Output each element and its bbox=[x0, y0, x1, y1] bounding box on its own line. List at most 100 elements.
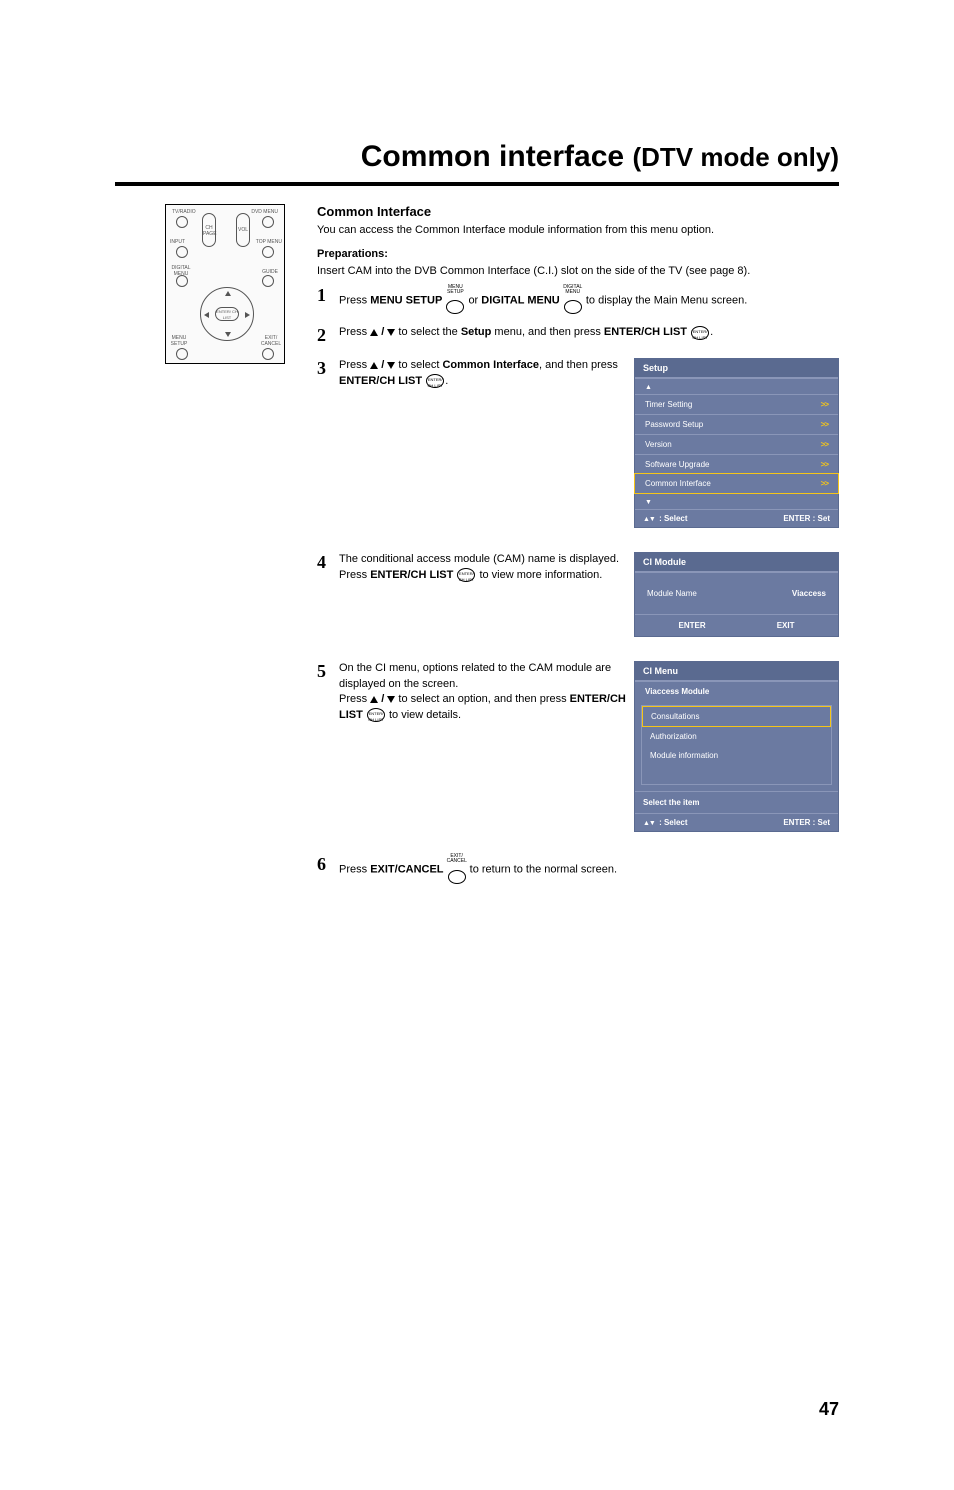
btn-topmenu bbox=[262, 246, 274, 258]
lbl-topmenu: TOP MENU bbox=[256, 239, 282, 245]
content: TV/RADIO DVD MENU CH PAGE VOL INPUT TOP … bbox=[165, 204, 839, 885]
t: to select bbox=[395, 359, 442, 371]
osd-item: Module information bbox=[642, 746, 831, 765]
t: Press bbox=[339, 693, 370, 705]
osd-setup: Setup ▲ Timer Setting>> Password Setup>>… bbox=[634, 358, 839, 528]
t: Common Interface bbox=[442, 359, 539, 371]
exit-cancel-icon: EXIT/ CANCEL bbox=[447, 854, 467, 885]
t: to select the bbox=[395, 326, 460, 338]
step-5: 5 On the CI menu, options related to the… bbox=[317, 661, 627, 723]
osd-title: CI Module bbox=[635, 553, 838, 572]
step-text: On the CI menu, options related to the C… bbox=[339, 661, 627, 723]
t: Common Interface bbox=[645, 479, 711, 488]
page-number: 47 bbox=[819, 1399, 839, 1420]
t: >> bbox=[821, 460, 828, 469]
enter-icon: ENTER/ CH LIST bbox=[367, 708, 385, 722]
osd-item: Authorization bbox=[642, 727, 831, 746]
remote-illustration: TV/RADIO DVD MENU CH PAGE VOL INPUT TOP … bbox=[165, 204, 285, 364]
lbl-menusetup: MENU SETUP bbox=[168, 335, 190, 347]
t: Press bbox=[339, 359, 370, 371]
section-intro: You can access the Common Interface modu… bbox=[317, 223, 839, 238]
t: MENU SETUP bbox=[370, 294, 442, 306]
page-title: Common interface (DTV mode only) bbox=[0, 140, 839, 174]
step-3-block: 3 Press / to select Common Interface, an… bbox=[317, 358, 839, 528]
step-num: 5 bbox=[317, 661, 339, 723]
osd-scroll-up: ▲ bbox=[635, 378, 838, 394]
dpad-left-icon bbox=[204, 312, 209, 318]
t: Setup bbox=[461, 326, 492, 338]
step-text: Press / to select the Setup menu, and th… bbox=[339, 325, 839, 340]
osd-body: Module Name Viaccess bbox=[635, 572, 838, 614]
step-4-block: 4 The conditional access module (CAM) na… bbox=[317, 552, 839, 637]
step-4: 4 The conditional access module (CAM) na… bbox=[317, 552, 627, 583]
step-text: Press EXIT/CANCEL EXIT/ CANCEL to return… bbox=[339, 854, 839, 885]
osd-ci-module: CI Module Module Name Viaccess ENTER EXI… bbox=[634, 552, 839, 637]
t: Viaccess bbox=[792, 589, 826, 598]
osd-item-blank bbox=[642, 765, 831, 784]
t: >> bbox=[821, 420, 828, 429]
btn-menusetup bbox=[176, 348, 188, 360]
t: menu, and then press bbox=[491, 326, 604, 338]
osd-scroll-down: ▼ bbox=[635, 493, 838, 509]
btn-tvradio bbox=[176, 216, 188, 228]
osd-row: Timer Setting >> bbox=[635, 394, 838, 414]
osd-footer: : Select ENTER : Set bbox=[635, 813, 838, 831]
t: EXIT/CANCEL bbox=[370, 864, 443, 876]
lbl-guide: GUIDE bbox=[262, 269, 278, 275]
t: Press bbox=[339, 569, 370, 581]
t: ENTER/CH LIST bbox=[339, 375, 422, 387]
t: , and then press bbox=[539, 359, 618, 371]
t: Press bbox=[339, 326, 370, 338]
step-text: The conditional access module (CAM) name… bbox=[339, 552, 627, 583]
t: Press bbox=[339, 864, 370, 876]
step-5-block: 5 On the CI menu, options related to the… bbox=[317, 661, 839, 832]
osd-row: Version >> bbox=[635, 434, 838, 454]
osd-footer: : Select ENTER : Set bbox=[635, 509, 838, 527]
up-icon bbox=[370, 696, 378, 703]
menu-setup-icon: MENU SETUP bbox=[445, 285, 465, 316]
t: The conditional access module (CAM) name… bbox=[339, 553, 619, 565]
t: to select an option, and then press bbox=[395, 693, 569, 705]
step-num: 1 bbox=[317, 285, 339, 306]
enter-icon: ENTER/ CH LIST bbox=[457, 568, 475, 582]
remote-col: TV/RADIO DVD MENU CH PAGE VOL INPUT TOP … bbox=[165, 204, 295, 885]
step-text: Press / to select Common Interface, and … bbox=[339, 358, 627, 389]
t: . bbox=[710, 326, 713, 338]
step-6: 6 Press EXIT/CANCEL EXIT/ CANCEL to retu… bbox=[317, 854, 839, 885]
lbl-dvdmenu: DVD MENU bbox=[251, 209, 278, 215]
t: . bbox=[445, 375, 448, 387]
step-num: 4 bbox=[317, 552, 339, 583]
enter-icon: ENTER/ CH LIST bbox=[691, 326, 709, 340]
osd-title: CI Menu bbox=[635, 662, 838, 681]
t: EXIT bbox=[777, 621, 795, 630]
t: >> bbox=[821, 400, 828, 409]
osd-row: Software Upgrade>> bbox=[635, 454, 838, 474]
t: ENTER : Set bbox=[783, 514, 830, 523]
t: >> bbox=[821, 440, 828, 449]
t: ENTER : Set bbox=[783, 818, 830, 827]
t: >> bbox=[821, 479, 828, 488]
osd-prompt: Select the item bbox=[635, 791, 838, 813]
lbl-vol: VOL bbox=[237, 227, 249, 233]
t: Version bbox=[645, 440, 672, 449]
step-num: 6 bbox=[317, 854, 339, 875]
osd-item-highlight: Consultations bbox=[642, 706, 831, 727]
step-1: 1 Press MENU SETUP MENU SETUP or DIGITAL… bbox=[317, 285, 839, 316]
lbl-tvradio: TV/RADIO bbox=[172, 209, 196, 215]
t: to return to the normal screen. bbox=[470, 864, 617, 876]
t: DIGITAL MENU bbox=[481, 294, 559, 306]
up-icon bbox=[370, 362, 378, 369]
step-text: Press MENU SETUP MENU SETUP or DIGITAL M… bbox=[339, 285, 839, 316]
osd-ci-menu: CI Menu Viaccess Module Consultations Au… bbox=[634, 661, 839, 832]
dpad-enter: ENTER/ CH LIST bbox=[215, 307, 239, 321]
osd-footer: ENTER EXIT bbox=[635, 614, 838, 636]
t: Module Name bbox=[647, 589, 697, 598]
dpad-ring: ENTER/ CH LIST bbox=[200, 287, 254, 341]
title-main: Common interface bbox=[361, 140, 624, 173]
osd-sub: Viaccess Module bbox=[635, 681, 838, 701]
t: Timer Setting bbox=[645, 400, 692, 409]
t: ENTER/CH LIST bbox=[370, 569, 453, 581]
t: Press bbox=[339, 294, 370, 306]
enter-icon: ENTER/ CH LIST bbox=[426, 374, 444, 388]
t: ENTER bbox=[679, 621, 706, 630]
